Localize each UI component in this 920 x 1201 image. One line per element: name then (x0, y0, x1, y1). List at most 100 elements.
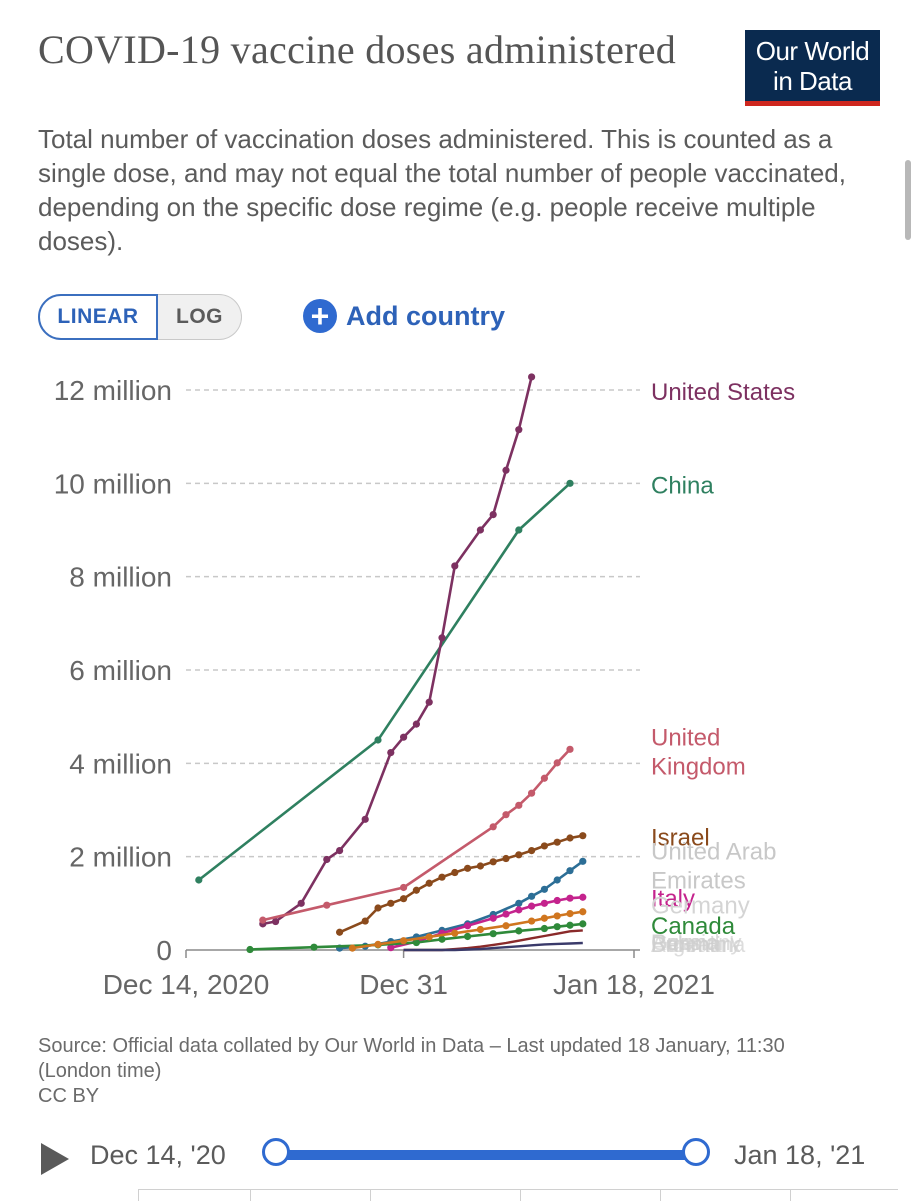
data-point (425, 879, 433, 887)
data-point (489, 914, 497, 922)
series-label-crowded: Bahrain (651, 932, 727, 957)
data-point (528, 789, 536, 797)
series-lines (195, 373, 587, 954)
data-point (374, 904, 382, 912)
line-chart[interactable]: 0 2 million 4 million 6 million 8 million 10 … (0, 360, 920, 1020)
y-tick-label: 0 (156, 935, 172, 966)
data-point (566, 834, 574, 842)
data-point (502, 854, 510, 863)
source-text: Source: Official data collated by Our Wo… (38, 1035, 785, 1082)
series-line-germany (352, 910, 583, 950)
series-label: United States (651, 379, 795, 406)
series-label-crowded: Denmark (651, 932, 741, 957)
data-point (502, 910, 510, 918)
scrollbar[interactable] (905, 160, 911, 240)
data-point (400, 883, 408, 892)
series-label-crowded: Poland (651, 930, 720, 955)
series-label-crowded: Germany (651, 930, 741, 955)
data-point (515, 426, 523, 434)
data-point (528, 373, 536, 381)
data-point (387, 899, 395, 907)
y-tick-label: 4 million (69, 748, 172, 779)
data-point (400, 733, 408, 741)
tab-divider (790, 1190, 791, 1201)
series-label-line: Italy (651, 885, 695, 912)
data-point (336, 847, 344, 855)
y-tick-label: 8 million (69, 562, 172, 593)
data-point (515, 899, 523, 907)
series-label-line: Germany (651, 892, 750, 919)
x-axis-ticks: Dec 14, 2020 Dec 31 Jan 18, 2021 (103, 950, 715, 1000)
data-point (515, 851, 523, 859)
log-scale-button[interactable]: LOG (158, 294, 242, 340)
data-point (464, 922, 472, 930)
data-point (476, 526, 484, 534)
x-tick-label: Jan 18, 2021 (553, 969, 715, 1000)
tab-divider (370, 1190, 371, 1201)
timeline-end-handle[interactable] (682, 1138, 710, 1166)
series-label: Germany (651, 892, 750, 919)
data-point (502, 922, 510, 930)
data-point (553, 912, 561, 920)
data-point (502, 811, 510, 819)
series-label-crowded: Argentina (651, 932, 746, 957)
data-point (412, 886, 420, 894)
series-label-line: Emirates (651, 868, 746, 895)
data-point (400, 895, 408, 903)
source-note: Source: Official data collated by Our Wo… (38, 1034, 828, 1109)
timeline-track[interactable] (278, 1150, 698, 1160)
y-axis-ticks: 0 2 million 4 million 6 million 8 million 10 … (54, 375, 172, 966)
data-point (297, 899, 305, 907)
series-label-line: Israel (651, 825, 710, 852)
data-point (566, 745, 574, 753)
tab-divider (660, 1190, 661, 1201)
data-point (246, 945, 254, 954)
data-point (310, 943, 318, 951)
data-point (374, 736, 382, 744)
data-point (348, 944, 356, 952)
x-tick-label: Dec 31 (359, 969, 448, 1000)
license-text[interactable]: CC BY (38, 1085, 100, 1107)
data-point (528, 917, 536, 925)
series-label: United Arab Emirates (651, 839, 776, 895)
data-point (489, 930, 497, 938)
data-point (400, 937, 408, 945)
play-icon[interactable] (41, 1143, 69, 1175)
series-label: Italy (651, 885, 695, 912)
y-tick-label: 6 million (69, 655, 172, 686)
series-label: United Kingdom (651, 724, 746, 780)
add-country-label: Add country (346, 300, 505, 331)
tab-divider (250, 1190, 251, 1201)
data-point (540, 842, 549, 850)
data-point (438, 634, 446, 642)
data-point (566, 921, 574, 929)
series-line-united-states (262, 376, 533, 926)
timeline-start-handle[interactable] (262, 1138, 290, 1166)
series-label-line: United (651, 724, 720, 751)
data-point (412, 720, 420, 728)
data-point (323, 855, 331, 864)
chart-title: COVID-19 vaccine doses administered (38, 27, 677, 72)
series-label: Canada (651, 913, 736, 940)
series-line-other (403, 941, 583, 952)
data-point (323, 901, 331, 909)
data-point (438, 873, 446, 881)
data-point (515, 801, 523, 809)
data-point (540, 914, 549, 922)
tab-divider (138, 1190, 139, 1201)
data-point (425, 933, 433, 941)
linear-scale-button[interactable]: LINEAR (38, 294, 158, 340)
x-tick-label: Dec 14, 2020 (103, 969, 270, 1000)
data-point (579, 857, 587, 865)
data-point (259, 916, 267, 924)
data-point (489, 858, 497, 866)
data-point (553, 838, 561, 846)
data-point (566, 867, 574, 875)
data-point (489, 823, 497, 831)
data-point (553, 876, 561, 884)
series-label: China (651, 472, 714, 499)
add-country-button[interactable]: + Add country (303, 296, 505, 336)
data-point (412, 938, 420, 947)
series-label-line: China (651, 472, 714, 499)
owid-logo[interactable]: Our World in Data (745, 30, 880, 106)
